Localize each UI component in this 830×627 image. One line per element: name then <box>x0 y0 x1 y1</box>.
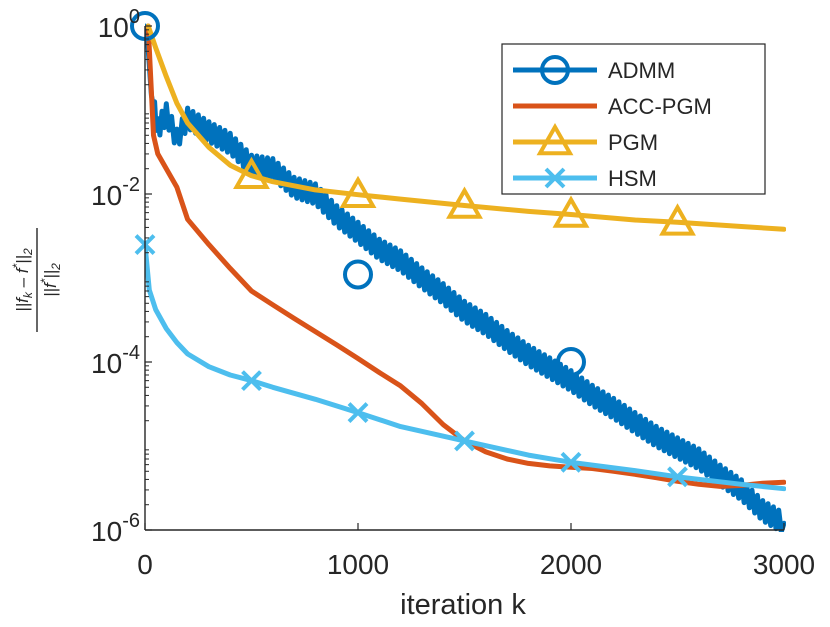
legend-marker-hsm <box>544 167 566 189</box>
y-tick-label: 10-2 <box>91 174 140 211</box>
data-point-hsm-2500 <box>667 466 688 488</box>
data-point-admm-1000 <box>343 259 373 290</box>
series-line-acc-pgm <box>145 23 786 489</box>
y-axis-title-denominator: ||f*||2 <box>38 263 63 297</box>
x-tick-label: 1000 <box>327 549 389 580</box>
legend-marker-admm <box>540 55 570 85</box>
legend: ADMM ACC-PGM PGM HSM <box>501 43 766 195</box>
ticks: 0 1000 2000 3000 100 10-2 10-4 10-6 <box>91 6 815 580</box>
x-tick-label: 2000 <box>540 549 602 580</box>
data-point-hsm-2000 <box>560 451 582 473</box>
y-tick-label: 100 <box>98 6 140 43</box>
legend-entry-hsm: HSM <box>513 166 657 191</box>
axes <box>144 26 784 531</box>
data-point-hsm-1500 <box>454 430 475 452</box>
data-point-admm-2000 <box>556 347 586 377</box>
data-point-pgm-1500 <box>446 186 483 219</box>
y-tick-label: 10-6 <box>91 510 140 547</box>
x-axis-title: iteration k <box>400 589 526 621</box>
x-tick-label: 0 <box>137 549 153 580</box>
legend-label-hsm: HSM <box>608 166 657 191</box>
x-tick-label: 3000 <box>753 549 815 580</box>
data-point-hsm-500 <box>241 370 262 392</box>
series-line-hsm <box>145 242 786 492</box>
series-line-admm <box>145 23 786 532</box>
legend-entry-acc-pgm: ACC-PGM <box>513 94 712 119</box>
y-tick-label: 10-4 <box>91 342 140 379</box>
legend-marker-pgm <box>536 122 574 156</box>
series-line-pgm <box>145 23 786 232</box>
data-point-pgm-2000 <box>552 195 590 228</box>
data-point-pgm-500 <box>233 156 270 189</box>
data-point-pgm-1000 <box>339 175 377 208</box>
series-lines <box>145 23 786 532</box>
data-point-hsm-1000 <box>347 402 369 423</box>
y-axis-title-numerator: ||fk – f*||2 <box>10 248 35 312</box>
legend-entry-admm: ADMM <box>513 55 675 85</box>
legend-label-acc-pgm: ACC-PGM <box>608 94 712 119</box>
y-axis-title: ||fk – f*||2 ||f*||2 <box>10 228 63 332</box>
data-point-pgm-2500 <box>659 203 696 236</box>
legend-label-admm: ADMM <box>608 58 675 83</box>
legend-entry-pgm: PGM <box>513 122 658 156</box>
legend-label-pgm: PGM <box>608 130 658 155</box>
